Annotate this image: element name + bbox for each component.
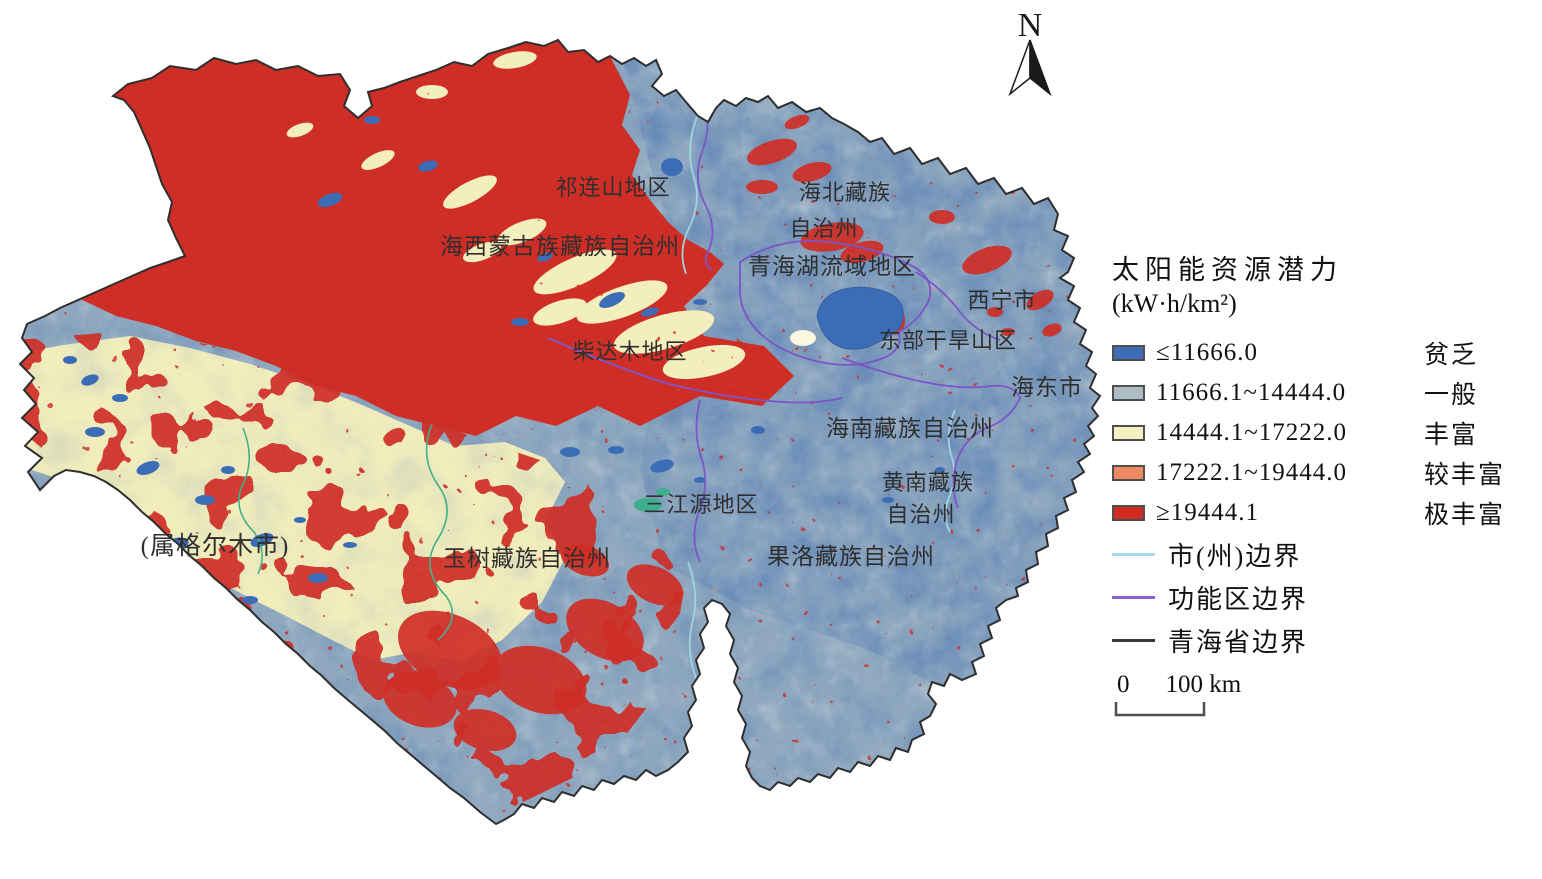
range-rich: 14444.1~17222.0 [1156,419,1348,446]
river-lines [238,423,454,641]
qinghai-lake [816,286,904,350]
map-label-qinghai-lake-basin: 青海湖流域地区 [748,254,916,279]
legend-row-functional-boundary: 功能区边界 [1112,576,1542,619]
legend-row-rich: 14444.1~17222.0 丰富 [1112,413,1542,453]
scale-zero: 0 [1117,671,1130,698]
legend-row-province-boundary: 青海省边界 [1112,619,1542,662]
swatch-rich [1112,425,1145,441]
legend-class-rows: ≤11666.0 贫乏 11666.1~14444.0 一般 14444.1~1… [1112,333,1542,533]
map-label-guoluo: 果洛藏族自治州 [767,544,935,569]
legend-row-richer: 17222.1~19444.0 较丰富 [1112,453,1542,493]
category-extreme: 极丰富 [1424,502,1506,529]
functional-zone-boundaries [547,87,1021,563]
north-label: N [1018,7,1043,44]
map-label-qaidam-area: 柴达木地区 [572,339,688,364]
map-label-qilianshan-area: 祁连山地区 [555,175,671,200]
legend-title: 太阳能资源潜力 [1112,255,1343,285]
category-richer: 较丰富 [1424,462,1506,489]
range-extreme: ≥19444.1 [1156,499,1259,526]
province-raster [20,40,1100,824]
map-label-huangnan-line1: 黄南藏族 [881,470,975,495]
map-label-sanjiangyuan: 三江源地区 [643,492,759,517]
range-poor: ≤11666.0 [1156,339,1259,366]
category-poor: 贫乏 [1424,342,1479,369]
legend-unit: (kW·h/km²) [1112,289,1237,318]
map-label-huangnan-line2: 自治州 [886,502,956,527]
scale-bar-bracket [1114,702,1206,717]
city-boundary-label: 市(州)边界 [1168,542,1302,571]
map-label-haibei-line2: 自治州 [789,216,859,241]
swatch-poor [1112,345,1145,361]
legend-row-extreme: ≥19444.1 极丰富 [1112,493,1542,533]
map-label-xining: 西宁市 [967,288,1037,313]
province-boundary-label: 青海省边界 [1168,628,1309,657]
functional-boundary-line-swatch [1112,596,1155,599]
range-average: 11666.1~14444.0 [1156,379,1347,406]
red-patches [383,114,1062,752]
swatch-average [1112,385,1145,401]
city-boundary-line-swatch [1112,553,1155,556]
legend-row-city-boundary: 市(州)边界 [1112,533,1542,576]
legend-row-poor: ≤11666.0 贫乏 [1112,333,1542,373]
map-label-haixi: 海西蒙古族藏族自治州 [440,234,680,259]
swatch-extreme [1112,505,1145,521]
scale-bar: 0 100 km [1112,672,1292,720]
map-label-golmud: (属格尔木市) [140,533,290,560]
functional-boundary-label: 功能区边界 [1168,585,1309,614]
north-arrow: N [1008,7,1052,97]
map-label-haibei-line1: 海北藏族 [798,180,892,205]
legend-panel: 太阳能资源潜力 (kW·h/km²) ≤11666.0 贫乏 11666.1~1… [1112,253,1542,720]
map-label-haidong: 海东市 [1011,375,1083,400]
scale-distance: 100 km [1165,671,1242,698]
province-outline [18,38,1102,826]
legend-row-average: 11666.1~14444.0 一般 [1112,373,1542,413]
map-label-eastern-arid: 东部干旱山区 [878,328,1018,353]
map-label-yushu: 玉树藏族自治州 [443,546,611,571]
range-richer: 17222.1~19444.0 [1156,459,1348,486]
swatch-richer [1112,465,1145,481]
category-rich: 丰富 [1424,422,1479,449]
province-boundary-line-swatch [1112,639,1155,642]
map-label-hainan: 海南藏族自治州 [826,416,994,441]
category-average: 一般 [1424,382,1479,409]
teal-lakes [634,488,670,512]
north-arrow-right [1029,39,1052,97]
north-arrow-left [1008,39,1031,97]
